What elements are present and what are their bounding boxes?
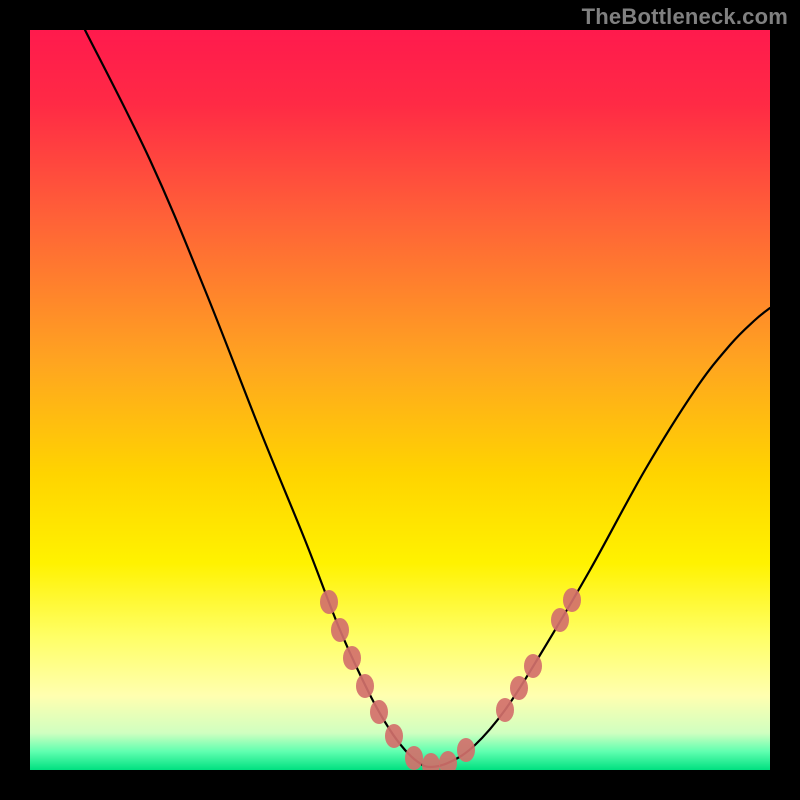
- bottleneck-curve: [30, 30, 770, 770]
- curve-marker: [496, 698, 514, 722]
- curve-marker: [385, 724, 403, 748]
- curve-marker: [439, 751, 457, 770]
- curve-marker: [331, 618, 349, 642]
- curve-marker: [524, 654, 542, 678]
- curve-marker: [343, 646, 361, 670]
- watermark-text: TheBottleneck.com: [582, 4, 788, 30]
- plot-area: [30, 30, 770, 770]
- curve-marker: [551, 608, 569, 632]
- chart-frame: TheBottleneck.com: [0, 0, 800, 800]
- curve-marker: [370, 700, 388, 724]
- curve-marker: [563, 588, 581, 612]
- curve-marker: [457, 738, 475, 762]
- curve-marker: [356, 674, 374, 698]
- curve-marker: [422, 753, 440, 770]
- curve-marker: [320, 590, 338, 614]
- curve-marker: [510, 676, 528, 700]
- curve-marker: [405, 746, 423, 770]
